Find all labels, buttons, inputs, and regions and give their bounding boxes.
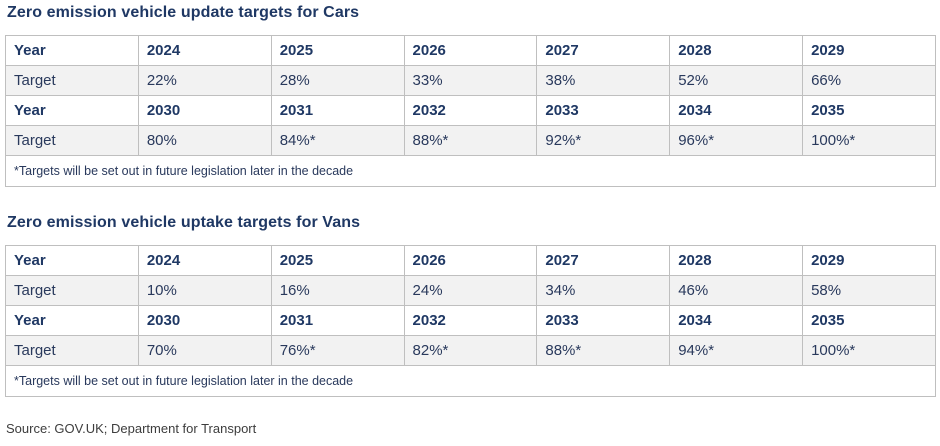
year-row-label: Year	[5, 245, 139, 276]
year-cell: 2032	[403, 305, 538, 336]
target-cell: 10%	[137, 275, 272, 306]
target-cell: 100%*	[802, 335, 936, 366]
target-cell: 24%	[403, 275, 538, 306]
target-cell: 80%	[137, 125, 272, 156]
target-cell: 88%*	[403, 125, 538, 156]
target-cell: 34%	[536, 275, 671, 306]
year-cell: 2033	[536, 95, 671, 126]
target-cell: 66%	[802, 65, 936, 96]
table-footnote: *Targets will be set out in future legis…	[5, 155, 936, 187]
year-cell: 2030	[137, 95, 272, 126]
year-cell: 2026	[403, 35, 538, 66]
target-row-label: Target	[5, 275, 139, 306]
year-cell: 2035	[802, 95, 936, 126]
cars-targets-table: Year 2024 2025 2026 2027 2028 2029 Targe…	[5, 35, 936, 187]
vans-footnote-row: *Targets will be set out in future legis…	[5, 365, 936, 397]
source-attribution: Source: GOV.UK; Department for Transport	[6, 421, 257, 436]
target-cell: 94%*	[669, 335, 804, 366]
vans-table-title: Zero emission vehicle uptake targets for…	[7, 214, 361, 231]
year-row-label: Year	[5, 95, 139, 126]
year-row-label: Year	[5, 305, 139, 336]
year-cell: 2031	[270, 95, 405, 126]
year-cell: 2025	[270, 35, 405, 66]
target-cell: 100%*	[802, 125, 936, 156]
vans-year-row-2: Year 2030 2031 2032 2033 2034 2035	[5, 305, 936, 336]
target-cell: 28%	[270, 65, 405, 96]
target-cell: 38%	[536, 65, 671, 96]
year-cell: 2033	[536, 305, 671, 336]
cars-table-title: Zero emission vehicle update targets for…	[7, 4, 360, 21]
year-row-label: Year	[5, 35, 139, 66]
year-cell: 2024	[137, 245, 272, 276]
table-footnote: *Targets will be set out in future legis…	[5, 365, 936, 397]
target-row-label: Target	[5, 125, 139, 156]
cars-year-row-2: Year 2030 2031 2032 2033 2034 2035	[5, 95, 936, 126]
vans-target-row-1: Target 10% 16% 24% 34% 46% 58%	[5, 275, 936, 306]
vans-target-row-2: Target 70% 76%* 82%* 88%* 94%* 100%*	[5, 335, 936, 366]
year-cell: 2027	[536, 245, 671, 276]
cars-year-row-1: Year 2024 2025 2026 2027 2028 2029	[5, 35, 936, 66]
target-row-label: Target	[5, 65, 139, 96]
target-cell: 58%	[802, 275, 936, 306]
target-cell: 70%	[137, 335, 272, 366]
vans-targets-table: Year 2024 2025 2026 2027 2028 2029 Targe…	[5, 245, 936, 397]
cars-target-row-2: Target 80% 84%* 88%* 92%* 96%* 100%*	[5, 125, 936, 156]
year-cell: 2029	[802, 35, 936, 66]
year-cell: 2029	[802, 245, 936, 276]
target-row-label: Target	[5, 335, 139, 366]
cars-footnote-row: *Targets will be set out in future legis…	[5, 155, 936, 187]
year-cell: 2026	[403, 245, 538, 276]
year-cell: 2031	[270, 305, 405, 336]
target-cell: 46%	[669, 275, 804, 306]
target-cell: 22%	[137, 65, 272, 96]
year-cell: 2034	[669, 305, 804, 336]
target-cell: 52%	[669, 65, 804, 96]
target-cell: 96%*	[669, 125, 804, 156]
year-cell: 2024	[137, 35, 272, 66]
year-cell: 2034	[669, 95, 804, 126]
vans-year-row-1: Year 2024 2025 2026 2027 2028 2029	[5, 245, 936, 276]
target-cell: 76%*	[270, 335, 405, 366]
target-cell: 82%*	[403, 335, 538, 366]
target-cell: 92%*	[536, 125, 671, 156]
year-cell: 2025	[270, 245, 405, 276]
year-cell: 2032	[403, 95, 538, 126]
year-cell: 2028	[669, 245, 804, 276]
target-cell: 16%	[270, 275, 405, 306]
target-cell: 33%	[403, 65, 538, 96]
year-cell: 2030	[137, 305, 272, 336]
target-cell: 84%*	[270, 125, 405, 156]
year-cell: 2027	[536, 35, 671, 66]
cars-target-row-1: Target 22% 28% 33% 38% 52% 66%	[5, 65, 936, 96]
target-cell: 88%*	[536, 335, 671, 366]
year-cell: 2035	[802, 305, 936, 336]
year-cell: 2028	[669, 35, 804, 66]
